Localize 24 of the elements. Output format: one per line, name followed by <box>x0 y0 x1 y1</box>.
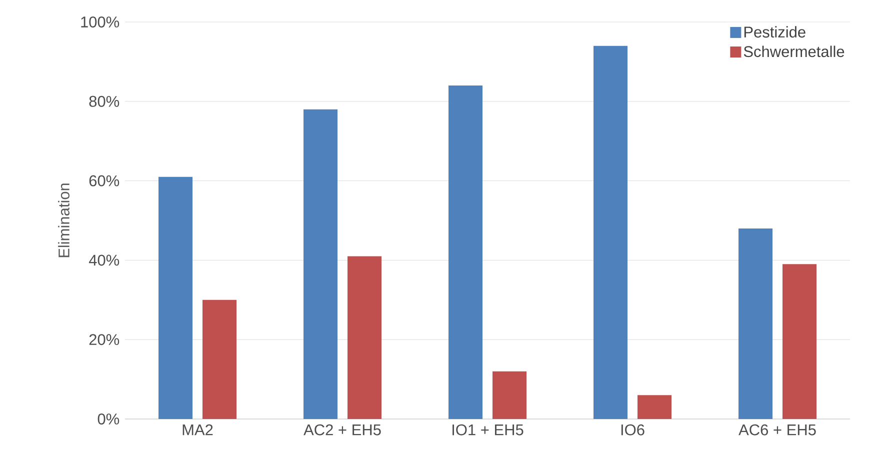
x-tick-label: IO1 + EH5 <box>452 424 524 436</box>
bar <box>594 46 628 419</box>
bar <box>448 86 483 419</box>
bar <box>202 300 237 419</box>
legend-label: Schwermetalle <box>744 46 844 58</box>
y-tick-label: 0% <box>98 414 120 424</box>
bar <box>492 371 527 419</box>
y-tick-label: 80% <box>89 96 120 107</box>
bar <box>638 395 672 419</box>
x-tick-label: AC6 + EH5 <box>738 424 816 436</box>
y-tick-label: 40% <box>88 254 120 266</box>
legend-label: Pestizide <box>744 26 806 38</box>
y-tick-label: 60% <box>89 175 120 186</box>
bar <box>348 256 382 419</box>
x-tick-label: MA2 <box>182 424 213 436</box>
y-axis-title: Elimination <box>58 184 70 258</box>
bar <box>304 109 338 419</box>
bar <box>738 228 773 419</box>
x-tick-label: IO6 <box>621 424 644 436</box>
bar <box>158 176 192 419</box>
x-tick-label: AC2 + EH5 <box>304 424 381 436</box>
y-tick-label: 20% <box>89 334 120 346</box>
bar <box>782 264 817 419</box>
y-tick-label: 100% <box>81 16 120 28</box>
